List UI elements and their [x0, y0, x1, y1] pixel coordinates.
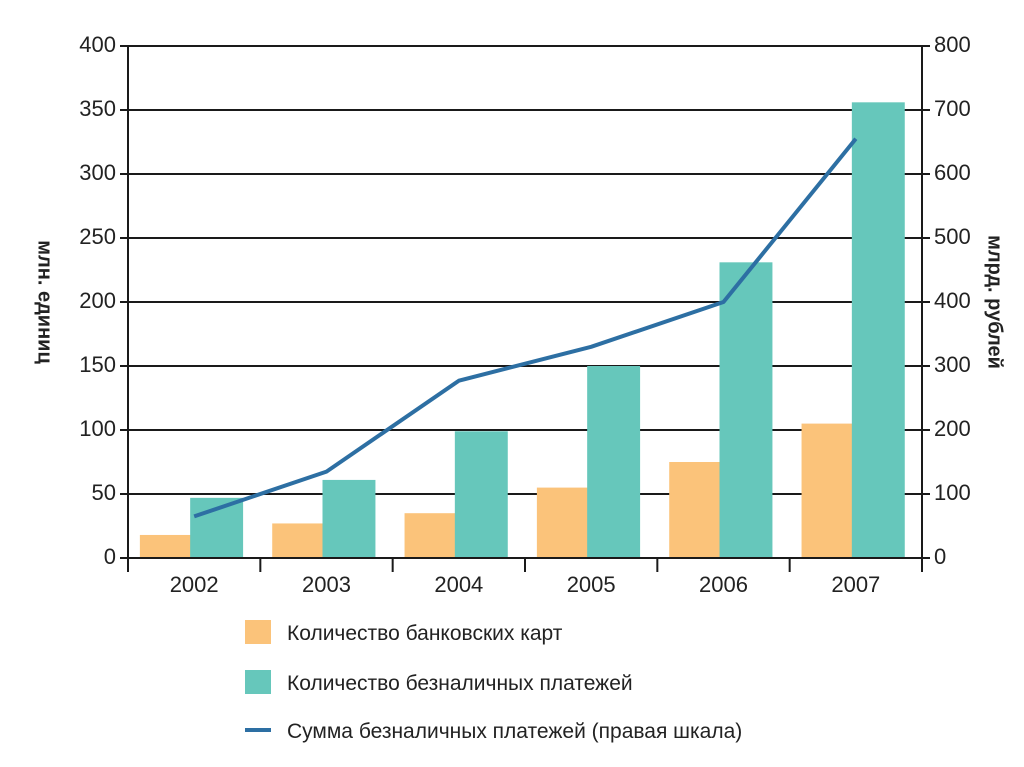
- y-tick-label-left: 350: [79, 96, 116, 121]
- bar-cards: [801, 423, 855, 558]
- line-series: [193, 137, 858, 519]
- y-axis-title-right: млрд. рублей: [984, 235, 1006, 369]
- y-tick-label-right: 300: [934, 352, 971, 377]
- bar-payments-count: [587, 366, 641, 558]
- y-tick-label-left: 250: [79, 224, 116, 249]
- legend-swatch-cards: [245, 620, 271, 644]
- bar-cards: [404, 513, 458, 558]
- y-tick-label-right: 700: [934, 96, 971, 121]
- y-tick-label-right: 600: [934, 160, 971, 185]
- y-tick-label-right: 100: [934, 480, 971, 505]
- bar-cards: [669, 462, 723, 558]
- y-axis-title-left: млн. единиц: [34, 240, 56, 364]
- y-tick-label-left: 400: [79, 32, 116, 57]
- bar-payments-count: [719, 262, 773, 558]
- x-tick-label: 2003: [302, 572, 351, 597]
- y-tick-label-right: 0: [934, 544, 946, 569]
- bar-payments-count: [322, 479, 376, 558]
- legend-label-payments-count: Количество безналичных платежей: [287, 672, 633, 695]
- bar-cards: [536, 487, 590, 558]
- bar-cards: [139, 534, 193, 558]
- x-tick-label: 2007: [831, 572, 880, 597]
- bar-payments-count: [454, 431, 508, 558]
- y-tick-label-left: 100: [79, 416, 116, 441]
- y-tick-label-right: 500: [934, 224, 971, 249]
- y-tick-label-right: 400: [934, 288, 971, 313]
- legend: Количество банковских карт Количество бе…: [245, 620, 742, 743]
- y-tick-label-right: 200: [934, 416, 971, 441]
- x-tick-label: 2006: [699, 572, 748, 597]
- axes: 0 50 100 150 200 250 300 350 400 0 100 200 300 400 500…: [79, 32, 970, 597]
- y-tick-label-right: 800: [934, 32, 971, 57]
- legend-label-payments-sum: Сумма безналичных платежей (правая шкала…: [287, 720, 742, 743]
- line-payments-sum: [193, 137, 858, 519]
- legend-swatch-payments-count: [245, 670, 271, 694]
- bar-payments-count: [851, 102, 905, 558]
- y-tick-label-left: 300: [79, 160, 116, 185]
- bar-cards: [272, 523, 326, 558]
- y-tick-label-left: 0: [104, 544, 116, 569]
- legend-label-cards: Количество банковских карт: [287, 622, 563, 645]
- y-tick-label-left: 50: [92, 480, 116, 505]
- bars: [139, 102, 905, 558]
- y-tick-label-left: 200: [79, 288, 116, 313]
- x-tick-label: 2002: [170, 572, 219, 597]
- x-tick-label: 2004: [434, 572, 483, 597]
- x-tick-label: 2005: [567, 572, 616, 597]
- y-tick-label-left: 150: [79, 352, 116, 377]
